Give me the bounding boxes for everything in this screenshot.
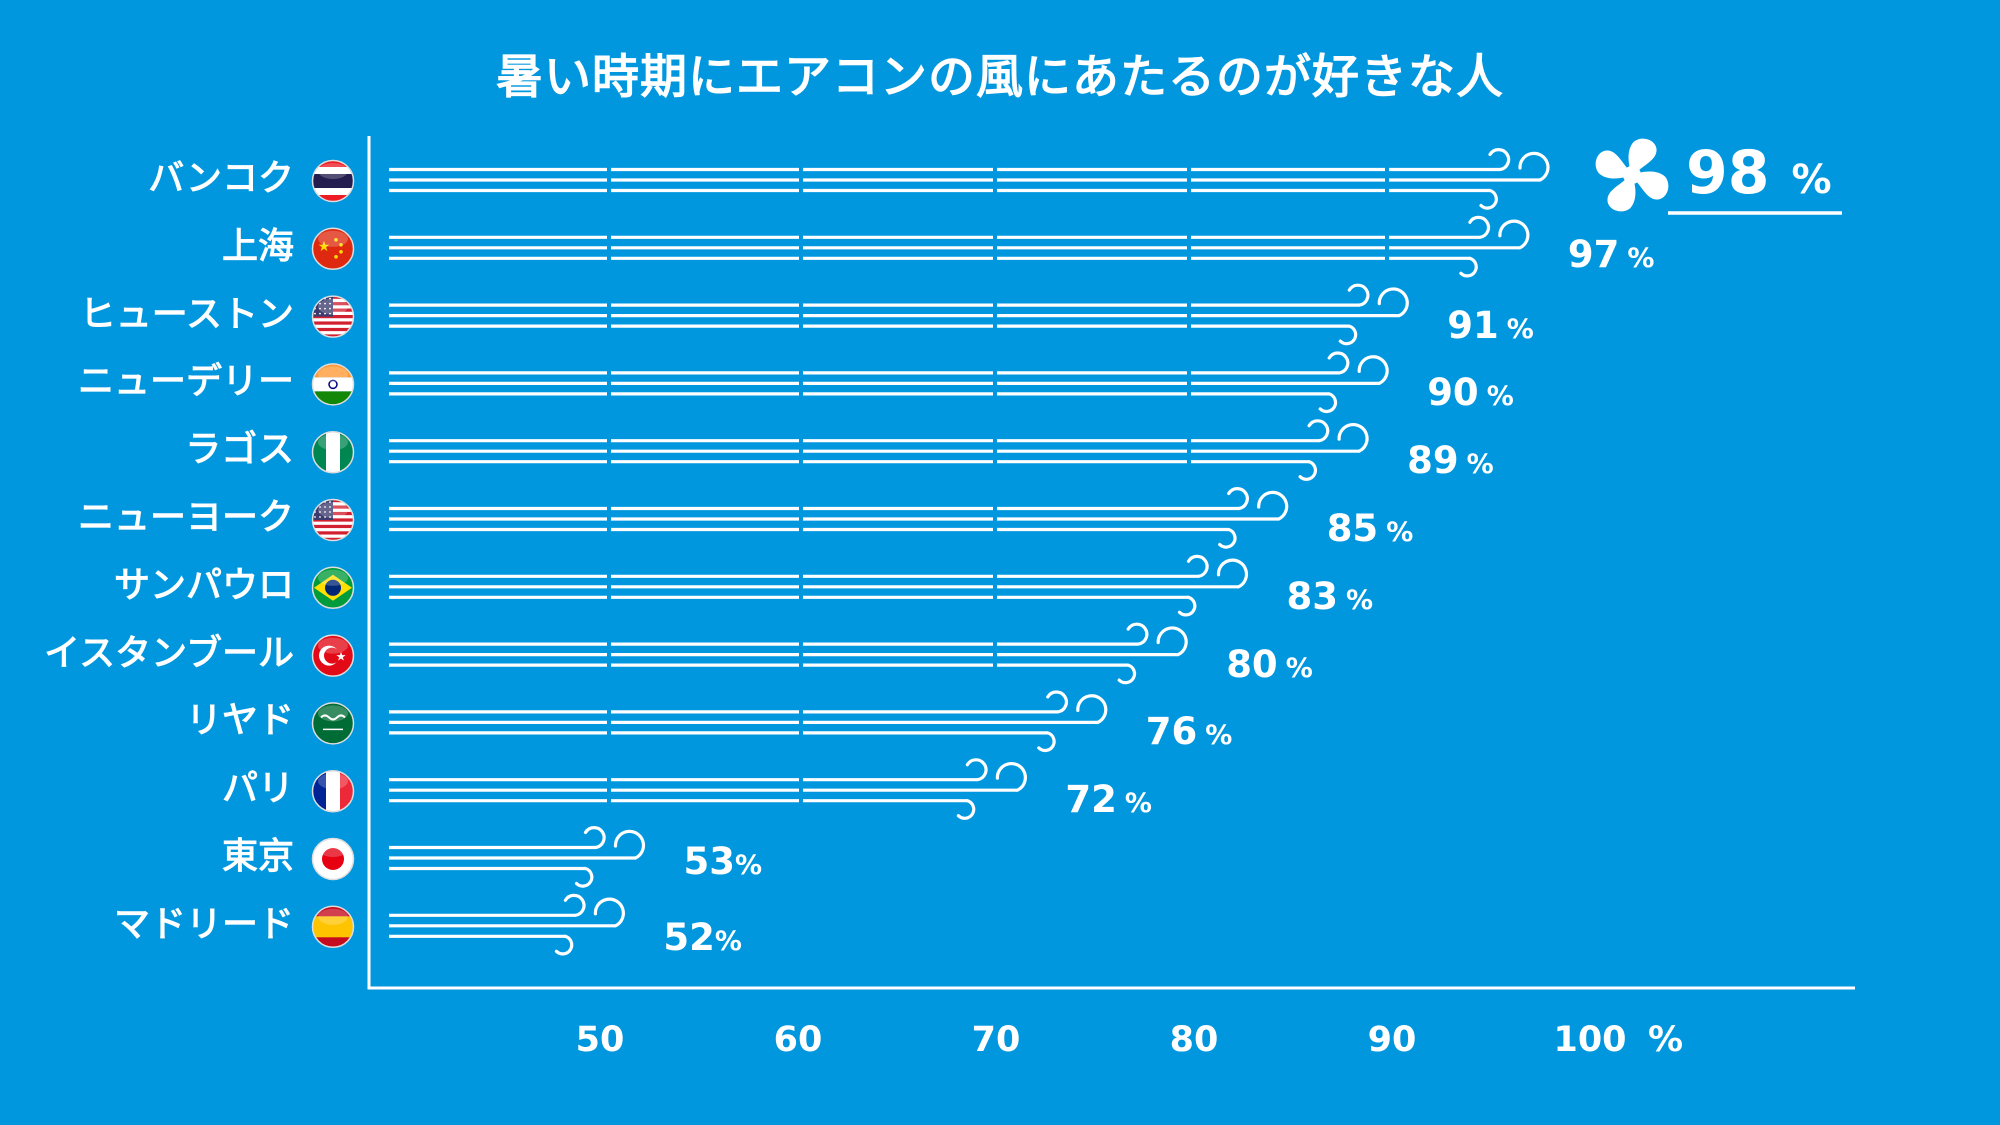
flag-saudi-arabia-icon [311,702,355,745]
category-label: ニューヨーク [77,497,294,538]
flag-brazil-icon [311,566,355,610]
value-unit: % [735,850,763,881]
value-label: 89% [1407,439,1494,487]
bar-wind-11 [389,893,625,956]
bar-wind-6 [389,554,1249,617]
bar-wind-10 [389,826,646,888]
value-unit: % [1466,449,1494,481]
value-label: 76% [1146,710,1233,758]
value-unit: % [1386,517,1414,548]
bar-wind-4 [389,419,1369,481]
flag-usa-icon [311,498,355,542]
value-unit: % [1506,313,1534,345]
value-label: 90% [1427,371,1514,419]
value-unit: % [1486,381,1514,413]
category-label: マドリード [113,903,294,945]
value-number: 91 [1447,303,1499,347]
bar-wind-2 [389,283,1409,346]
category-label: ヒューストン [79,293,294,335]
value-label: 80% [1226,643,1313,691]
bar-wind-8 [389,690,1108,753]
flag-turkey-icon: ★ [311,634,355,677]
category-label: ラゴス [185,429,294,471]
category-label: サンパウロ [113,564,294,606]
category-label: 上海 [221,225,294,267]
bar-wind-9 [389,758,1027,820]
category-label: イスタンブール [44,632,294,674]
value-unit: % [1124,788,1152,820]
chart-title: 暑い時期にエアコンの風にあたるのが好きな人 [496,50,1504,105]
svg-text:★: ★ [336,650,347,664]
flag-spain-icon [311,905,355,949]
flag-nigeria-icon [311,430,355,474]
x-tick-label: 50 [575,1020,625,1060]
x-tick-label: 90 [1367,1020,1417,1060]
flag-usa-icon [311,295,355,338]
value-unit: % [1627,242,1655,274]
value-label: 85% [1327,507,1414,555]
category-label: パリ [221,768,294,810]
value-label: 83% [1287,575,1374,623]
x-tick-label: 70 [971,1020,1021,1060]
value-label: 52% [663,916,742,964]
value-number: 80 [1226,642,1278,686]
category-label: リヤド [185,700,294,742]
value-label-highlight: 98% [1686,138,1832,215]
flag-china-icon: ★ [311,227,355,271]
flag-france-icon [311,769,355,813]
x-tick-label: 60 [773,1020,823,1060]
value-label: 91% [1447,304,1534,352]
fan-icon [1595,138,1669,212]
svg-text:★: ★ [318,239,331,255]
value-unit: % [1205,720,1233,752]
value-unit: % [1285,652,1313,684]
bar-wind-0 [389,148,1550,210]
value-label: 97% [1568,233,1655,281]
value-unit: % [1791,157,1832,203]
bar-wind-7 [389,622,1188,685]
value-number: 97 [1567,232,1620,276]
value-number: 89 [1407,439,1459,483]
flag-thailand-icon [311,159,355,203]
bar-wind-1 [389,215,1530,278]
value-number: 76 [1145,710,1198,754]
bar-wind-3 [389,351,1389,414]
flag-india-icon [311,363,355,406]
value-number: 53 [683,840,736,883]
value-number: 83 [1286,574,1339,618]
value-unit: % [1346,584,1374,616]
x-tick-label: 100 [1553,1020,1627,1060]
bar-wind-5 [389,487,1289,549]
x-tick-label: 80 [1169,1020,1219,1060]
category-label: バンコク [148,158,294,199]
value-label: 53% [684,840,763,888]
x-axis-unit-label: % [1648,1020,1684,1060]
category-label: 東京 [221,836,294,877]
flag-japan-icon [311,837,355,881]
value-label: 72% [1065,778,1152,826]
value-number: 72 [1065,778,1117,822]
value-number: 85 [1326,507,1379,550]
value-unit: % [714,925,742,957]
value-number: 90 [1427,371,1479,415]
category-label: ニューデリー [77,361,294,403]
value-number: 52 [663,915,715,959]
value-number: 98 [1686,138,1770,208]
